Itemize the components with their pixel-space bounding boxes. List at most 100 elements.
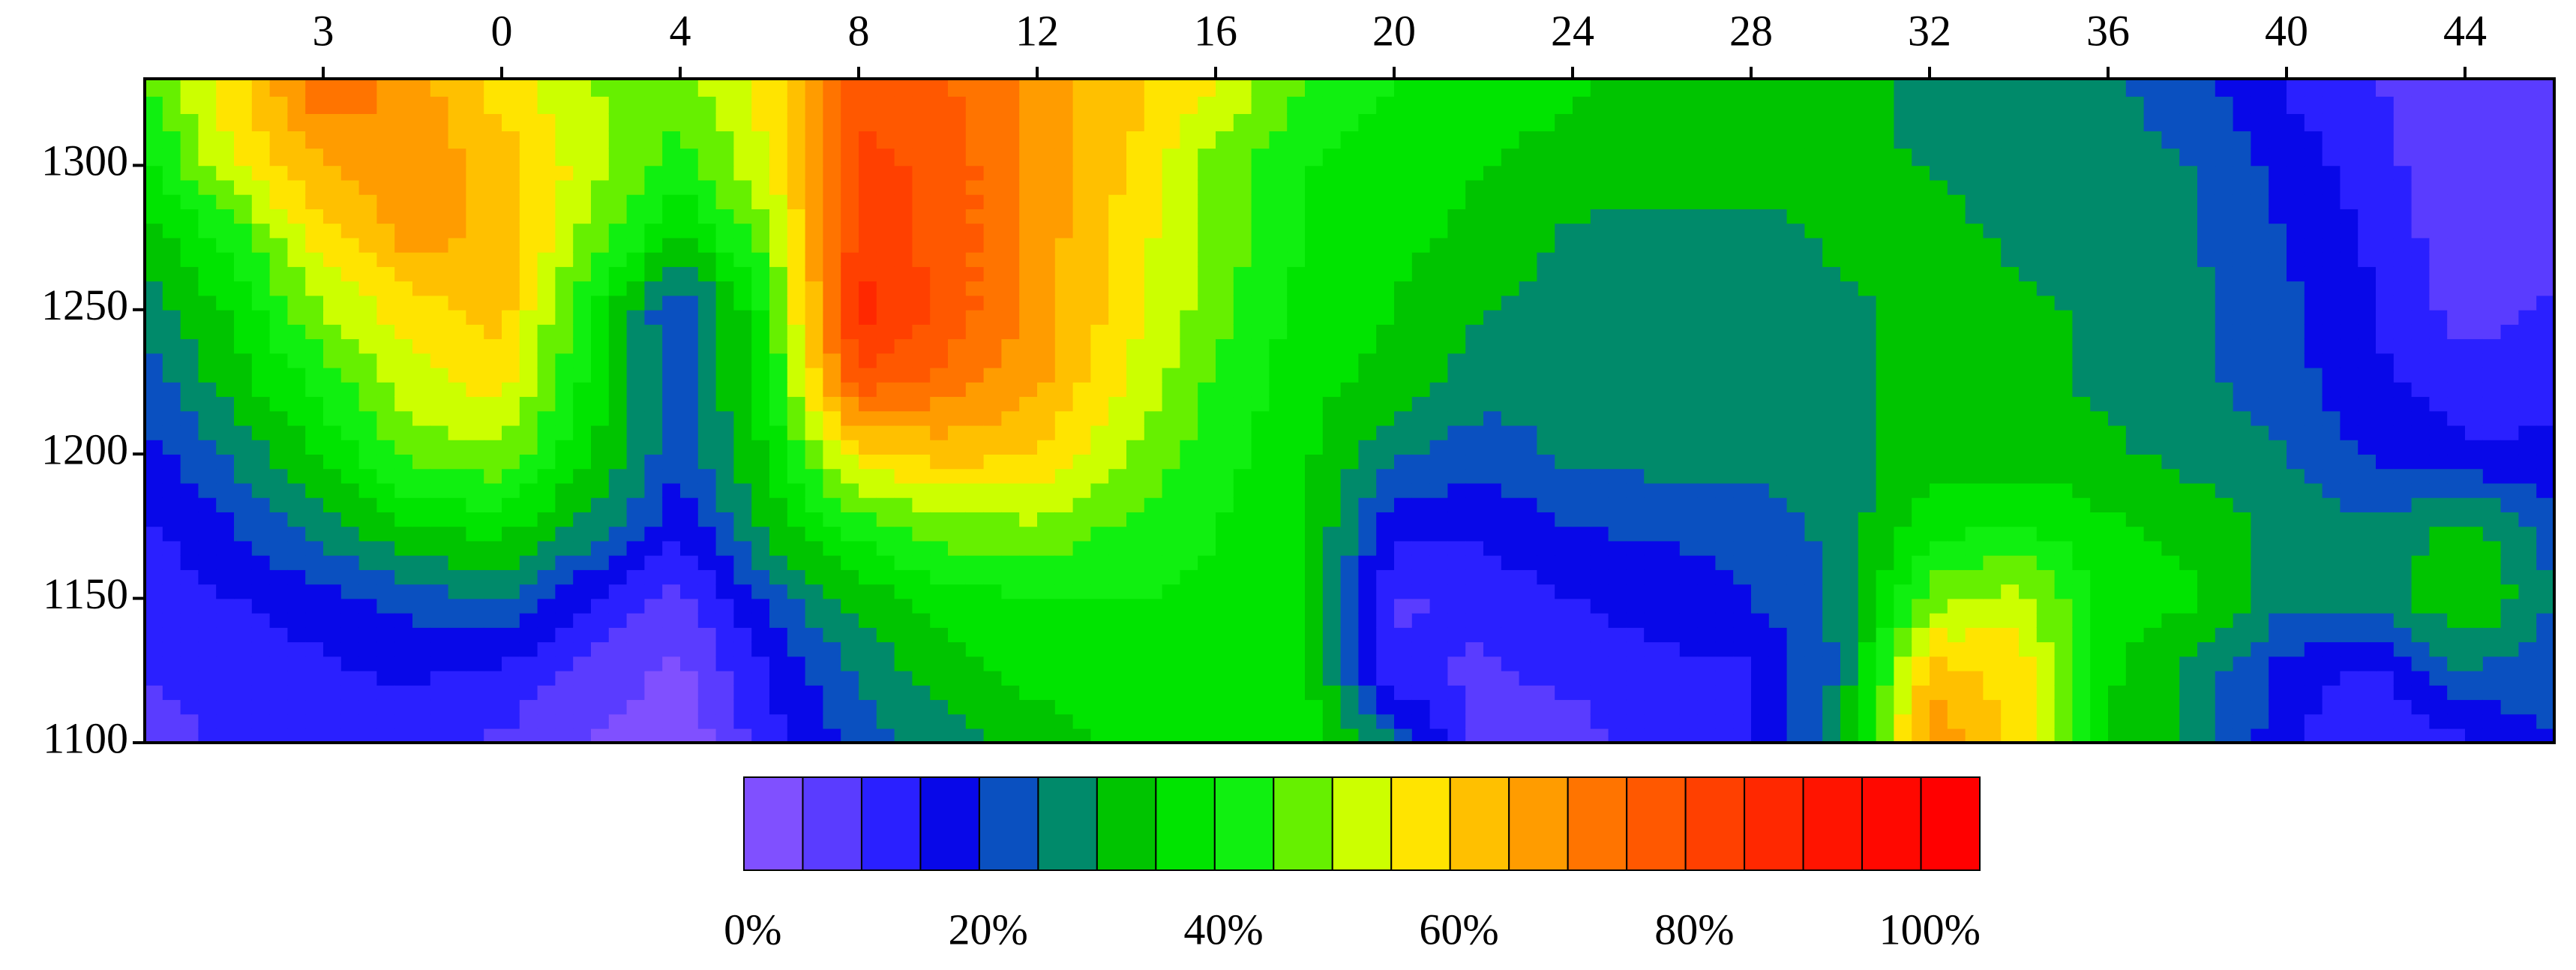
- contour-cell: [2090, 468, 2109, 484]
- contour-cell: [680, 670, 699, 686]
- contour-cell: [1269, 410, 1288, 426]
- contour-cell: [573, 454, 592, 470]
- contour-cell: [251, 179, 271, 195]
- contour-cell: [769, 699, 788, 715]
- contour-cell: [2340, 612, 2359, 628]
- contour-cell: [2036, 670, 2056, 686]
- contour-cell: [1786, 396, 1806, 412]
- contour-cell: [1733, 627, 1752, 643]
- contour-cell: [2054, 670, 2074, 686]
- contour-cell: [859, 598, 877, 614]
- contour-cell: [1733, 295, 1752, 311]
- contour-cell: [1411, 410, 1431, 426]
- contour-cell: [1072, 295, 1092, 311]
- contour-cell: [662, 656, 681, 671]
- contour-cell: [340, 281, 360, 296]
- contour-cell: [1144, 728, 1163, 743]
- contour-cell: [1411, 396, 1431, 412]
- contour-cell: [1644, 584, 1663, 599]
- contour-cell: [769, 194, 788, 209]
- contour-cell: [1216, 713, 1234, 729]
- contour-cell: [2465, 728, 2484, 743]
- contour-cell: [251, 670, 271, 686]
- contour-cell: [2536, 468, 2555, 484]
- contour-cell: [1180, 382, 1198, 398]
- contour-cell: [1751, 367, 1770, 383]
- contour-cell: [234, 251, 253, 267]
- contour-cell: [269, 526, 289, 542]
- contour-cell: [466, 209, 484, 224]
- contour-cell: [1768, 526, 1788, 542]
- contour-cell: [1216, 425, 1234, 440]
- contour-cell: [1679, 454, 1699, 470]
- contour-cell: [2019, 482, 2038, 498]
- contour-cell: [2090, 281, 2109, 296]
- contour-cell: [448, 584, 467, 599]
- contour-cell: [412, 223, 431, 239]
- contour-cell: [234, 685, 253, 701]
- contour-cell: [608, 656, 628, 671]
- contour-cell: [1429, 598, 1449, 614]
- contour-cell: [1162, 309, 1181, 325]
- contour-cell: [1840, 382, 1859, 398]
- contour-cell: [2482, 482, 2502, 498]
- contour-cell: [269, 353, 289, 368]
- contour-cell: [697, 237, 717, 253]
- contour-cell: [680, 526, 699, 542]
- contour-cell: [2536, 410, 2555, 426]
- contour-cell: [305, 179, 324, 195]
- contour-cell: [2304, 728, 2323, 743]
- contour-cell: [1573, 353, 1591, 368]
- contour-cell: [1840, 554, 1859, 570]
- contour-cell: [2072, 598, 2091, 614]
- contour-cell: [644, 497, 663, 512]
- contour-cell: [1144, 439, 1163, 455]
- contour-cell: [2143, 338, 2163, 354]
- contour-cell: [180, 425, 199, 440]
- contour-cell: [2108, 569, 2127, 585]
- contour-cell: [1269, 598, 1288, 614]
- contour-cell: [608, 584, 628, 599]
- contour-cell: [1822, 281, 1841, 296]
- contour-cell: [965, 584, 985, 599]
- contour-cell: [948, 295, 967, 311]
- contour-cell: [2358, 612, 2377, 628]
- contour-cell: [1786, 482, 1806, 498]
- contour-cell: [1537, 685, 1555, 701]
- contour-cell: [751, 685, 770, 701]
- contour-cell: [2269, 512, 2287, 527]
- contour-cell: [502, 266, 520, 282]
- contour-cell: [162, 209, 181, 224]
- contour-cell: [948, 670, 967, 686]
- contour-cell: [841, 656, 859, 671]
- contour-cell: [2072, 281, 2091, 296]
- contour-cell: [876, 266, 895, 282]
- contour-cell: [1251, 526, 1270, 542]
- contour-cell: [769, 295, 788, 311]
- contour-cell: [2304, 410, 2323, 426]
- contour-cell: [948, 656, 967, 671]
- contour-cell: [876, 251, 895, 267]
- contour-cell: [1786, 295, 1806, 311]
- contour-cell: [2376, 237, 2395, 253]
- contour-cell: [626, 699, 646, 715]
- contour-cell: [2001, 612, 2020, 628]
- contour-cell: [662, 324, 681, 340]
- contour-cell: [1537, 281, 1555, 296]
- contour-cell: [2090, 512, 2109, 527]
- contour-cell: [198, 468, 217, 484]
- contour-cell: [2447, 251, 2466, 267]
- contour-cell: [697, 382, 717, 398]
- contour-cell: [2304, 569, 2323, 585]
- contour-cell: [2090, 237, 2109, 253]
- contour-cell: [1697, 425, 1717, 440]
- contour-cell: [823, 584, 841, 599]
- contour-cell: [1411, 656, 1431, 671]
- contour-cell: [502, 425, 520, 440]
- contour-cell: [1644, 266, 1663, 282]
- contour-cell: [555, 482, 574, 498]
- contour-cell: [1411, 251, 1431, 267]
- contour-cell: [2465, 497, 2484, 512]
- contour-cell: [1162, 598, 1181, 614]
- contour-cell: [805, 685, 824, 701]
